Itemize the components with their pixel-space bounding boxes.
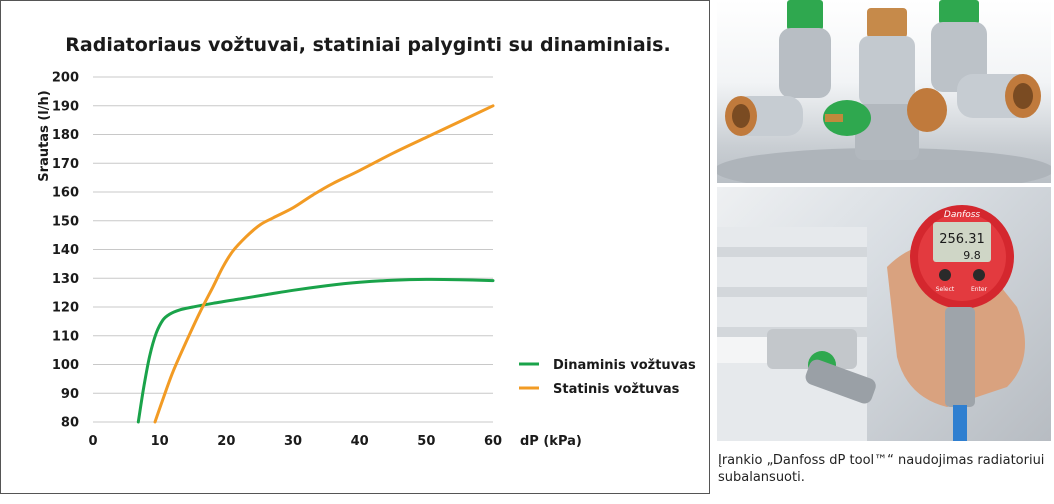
flow-chart: Radiatoriaus vožtuvai, statiniai palygin… — [37, 34, 696, 449]
y-tick-label: 110 — [52, 329, 79, 344]
y-tick-label: 180 — [52, 128, 79, 143]
chart-title: Radiatoriaus vožtuvai, statiniai palygin… — [65, 34, 670, 56]
y-tick-label: 170 — [52, 157, 79, 172]
x-tick-label: 30 — [284, 434, 302, 449]
y-axis-label: Srautas (l/h) — [37, 90, 52, 181]
y-tick-label: 190 — [52, 99, 79, 114]
y-tick-label: 140 — [52, 243, 79, 258]
x-tick-label: 60 — [484, 434, 502, 449]
dp-tool-photo: 256.31 9.8 Danfoss Select Enter — [717, 187, 1051, 441]
valves-photo — [717, 0, 1051, 183]
legend-label: Dinaminis vožtuvas — [553, 358, 696, 373]
dp-tool-illustration: 256.31 9.8 Danfoss Select Enter — [717, 205, 1025, 441]
x-tick-label: 0 — [88, 434, 97, 449]
series-lines — [136, 104, 495, 424]
legend-label: Statinis vožtuvas — [553, 382, 680, 397]
y-tick-label: 90 — [61, 387, 79, 402]
grid-lines — [93, 76, 493, 423]
series-line-dinaminis — [136, 277, 495, 424]
y-tick-label: 100 — [52, 358, 79, 373]
x-tick-label: 10 — [151, 434, 169, 449]
tool-brand: Danfoss — [944, 210, 981, 220]
x-axis-ticks: 0 10 20 30 40 50 60 — [88, 434, 502, 449]
x-axis-label: dP (kPa) — [520, 434, 582, 449]
y-tick-label: 160 — [52, 186, 79, 201]
photo-caption: Įrankio „Danfoss dP tool™“ naudojimas ra… — [718, 453, 1045, 485]
y-tick-label: 130 — [52, 272, 79, 287]
tool-button-enter: Enter — [971, 286, 988, 293]
x-tick-label: 50 — [417, 434, 435, 449]
y-tick-label: 80 — [61, 416, 79, 431]
tool-display-value-2: 9.8 — [963, 249, 981, 262]
x-tick-label: 20 — [217, 434, 235, 449]
y-axis-ticks: 80 90 100 110 120 130 140 150 160 170 180 190 200 — [52, 71, 79, 431]
y-tick-label: 120 — [52, 301, 79, 316]
tool-display-value-1: 256.31 — [939, 232, 985, 247]
x-tick-label: 40 — [351, 434, 369, 449]
tool-button-select: Select — [936, 286, 955, 293]
chart-panel: Radiatoriaus vožtuvai, statiniai palygin… — [0, 0, 710, 494]
y-tick-label: 150 — [52, 214, 79, 229]
series-line-statinis — [153, 104, 495, 424]
valves-illustration — [717, 0, 1051, 183]
legend: Dinaminis vožtuvas Statinis vožtuvas — [519, 358, 696, 397]
y-tick-label: 200 — [52, 71, 79, 86]
